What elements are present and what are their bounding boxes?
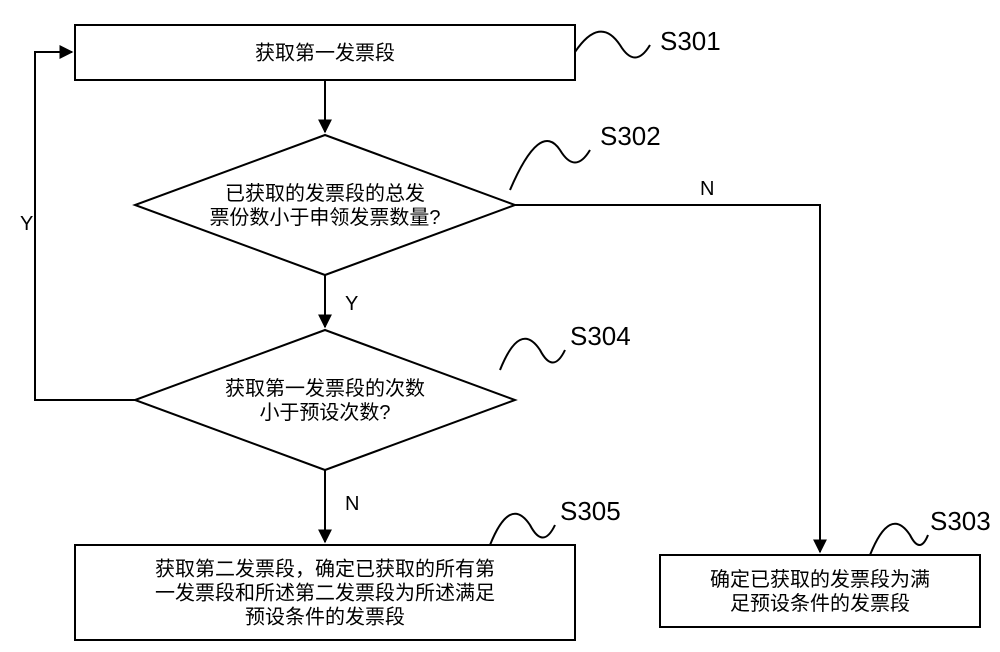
node-text: 票份数小于申领发票数量? [209,206,440,229]
flow-edge [35,52,135,400]
edge-label: Y [20,213,33,235]
node-s305: 获取第二发票段，确定已获取的所有第一发票段和所述第二发票段为所述满足预设条件的发… [75,496,621,640]
step-label: S302 [600,121,661,151]
callout-connector [500,339,565,370]
node-text: 足预设条件的发票段 [730,592,910,615]
step-label: S304 [570,321,631,351]
edge-label: N [345,493,359,515]
node-text: 确定已获取的发票段为满 [710,568,930,591]
node-text: 获取第一发票段的次数 [225,377,425,400]
node-s301: 获取第一发票段 S301 [75,25,721,80]
callout-connector [510,141,590,190]
node-text: 预设条件的发票段 [245,606,405,629]
node-s304: 获取第一发票段的次数小于预设次数? S304 [135,321,631,470]
step-label: S303 [930,506,991,536]
step-label: S305 [560,496,621,526]
step-label: S301 [660,26,721,56]
node-s303: 确定已获取的发票段为满足预设条件的发票段 S303 [660,506,991,627]
edge-label: N [700,178,714,200]
callout-connector [490,514,555,545]
edge-label: Y [345,293,358,315]
node-text: 获取第一发票段 [255,42,395,65]
callout-connector [870,524,928,555]
node-text: 已获取的发票段的总发 [225,182,425,205]
node-text: 获取第二发票段，确定已获取的所有第 [155,558,495,581]
node-text: 一发票段和所述第二发票段为所述满足 [155,582,495,605]
node-text: 小于预设次数? [259,401,390,424]
node-s302: 已获取的发票段的总发票份数小于申领发票数量? S302 [135,121,661,275]
callout-connector [575,32,650,58]
